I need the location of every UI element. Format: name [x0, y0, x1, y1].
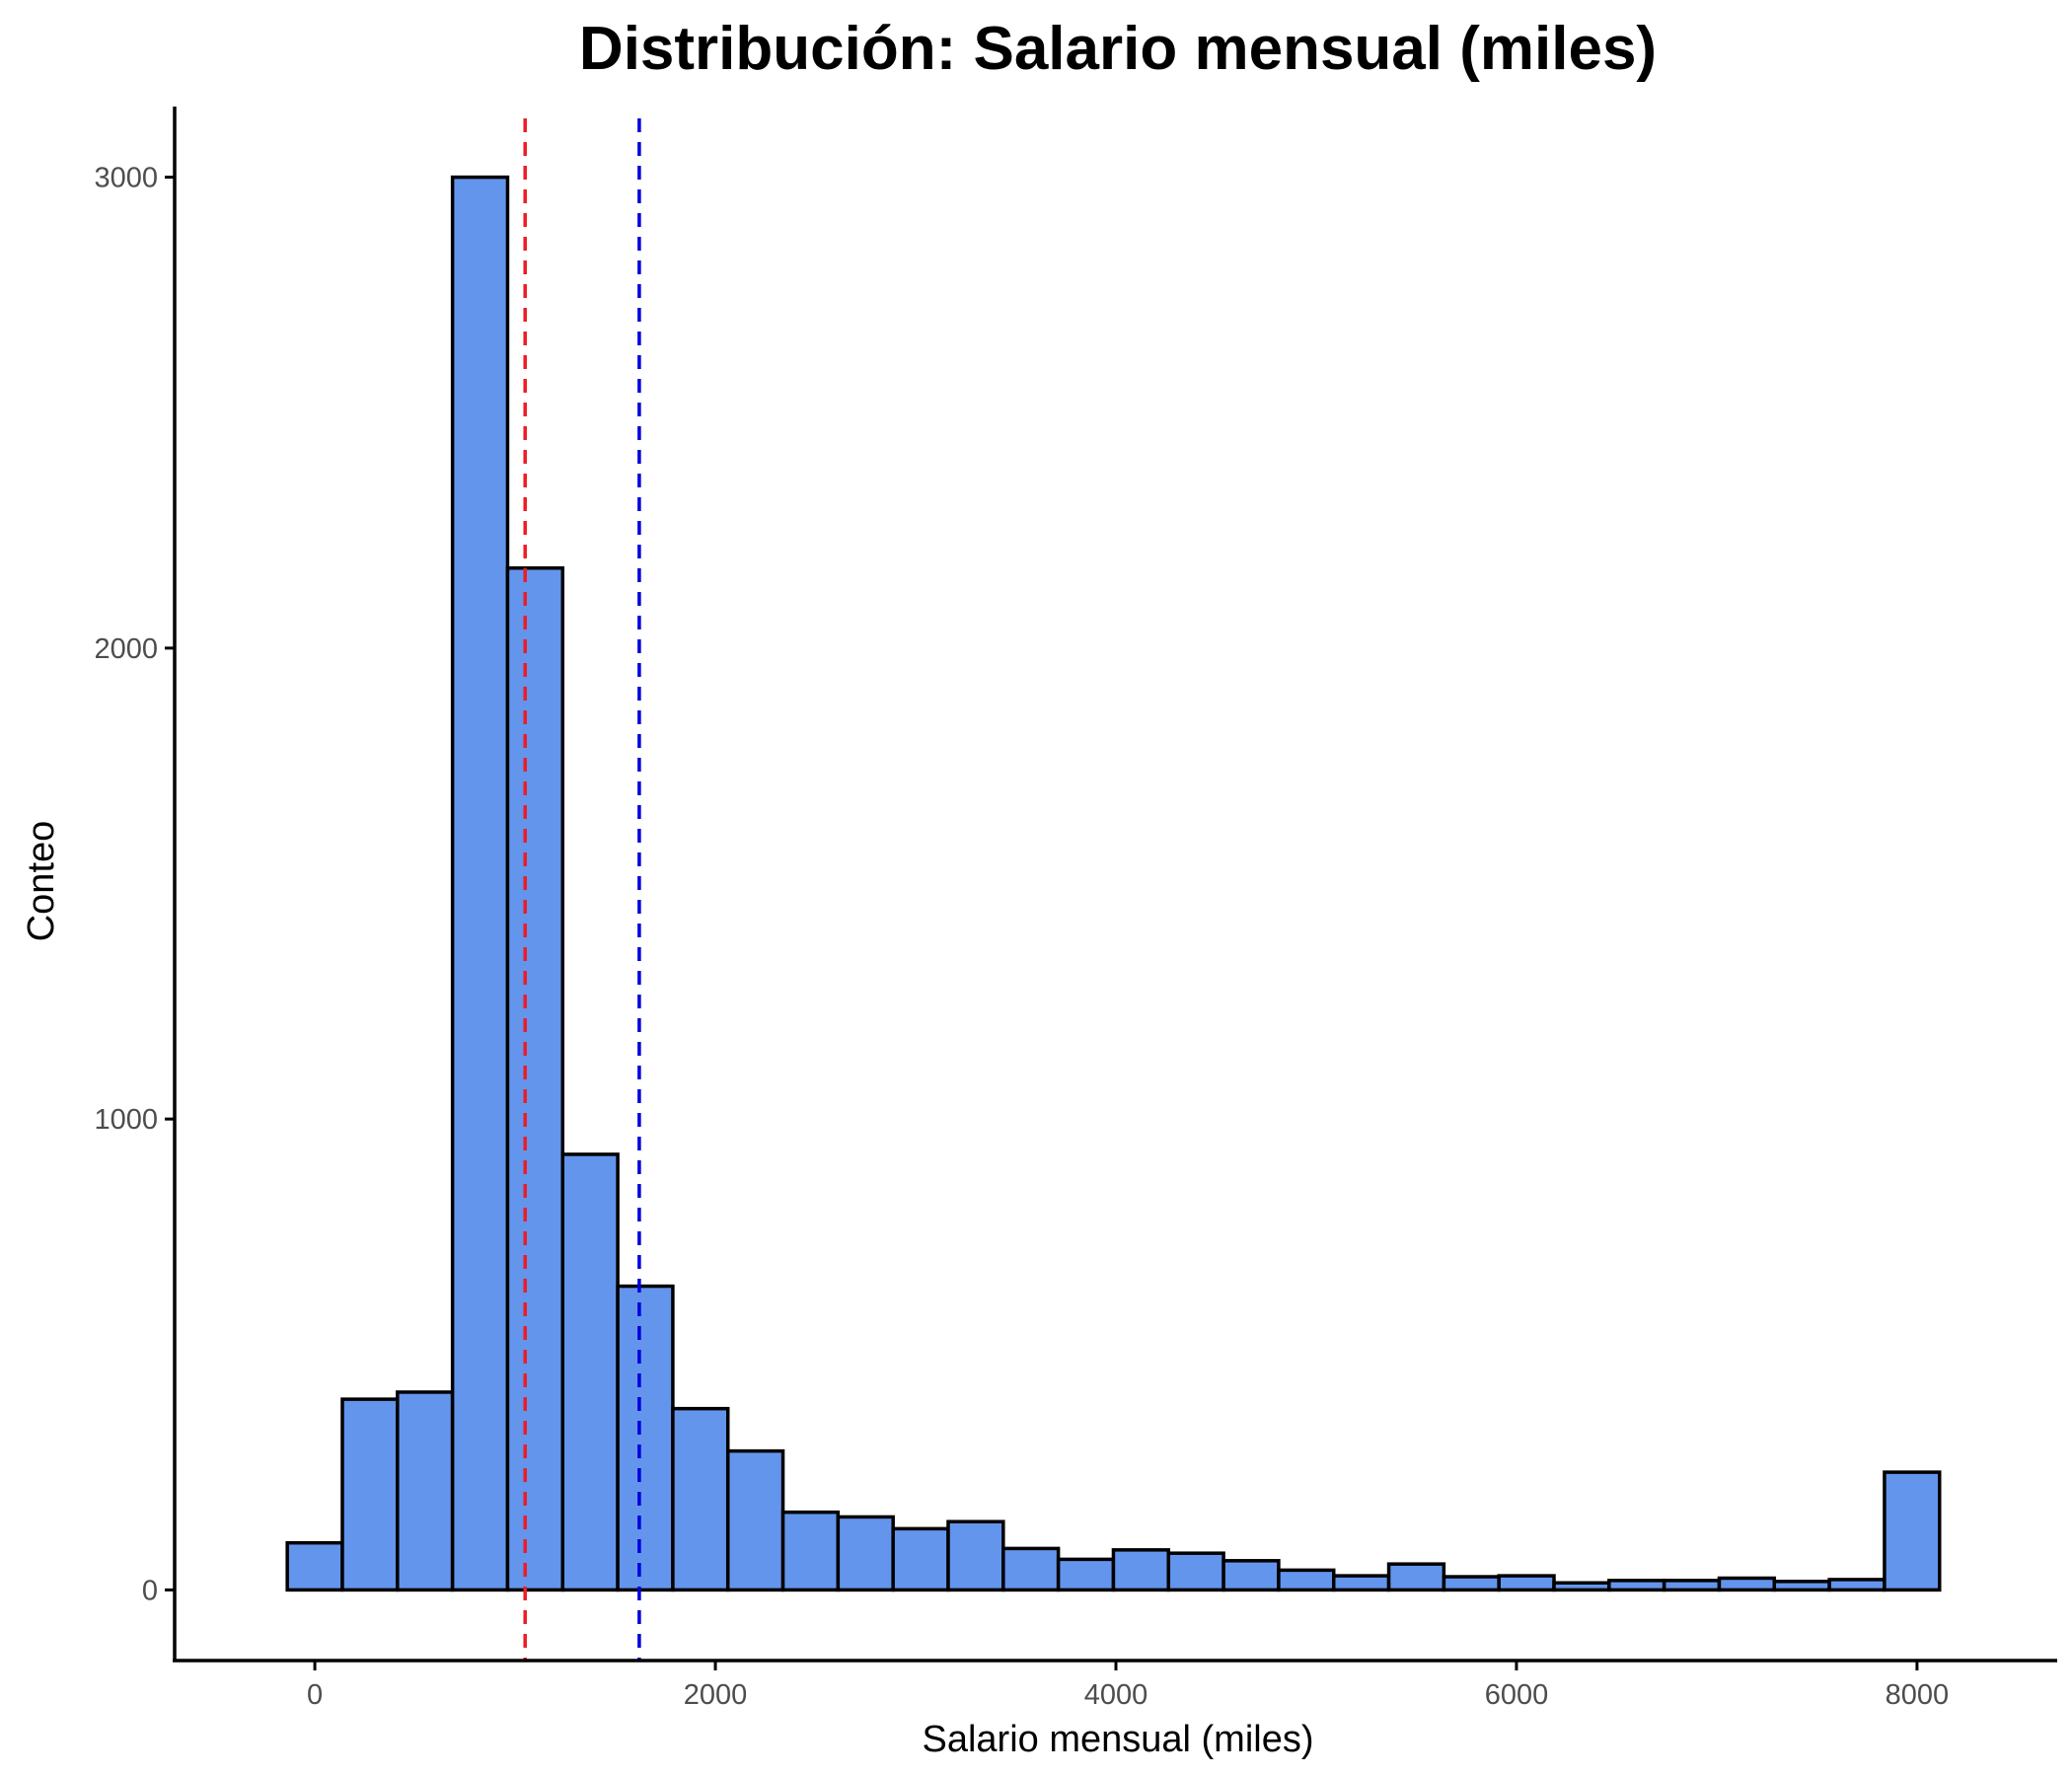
histogram-bar-24 [1552, 1581, 1611, 1592]
x-tick-label-2000: 2000 [684, 1679, 748, 1711]
y-tick-label-3000: 3000 [94, 163, 158, 194]
histogram-bar-16 [1111, 1548, 1171, 1592]
histogram-bar-19 [1277, 1568, 1336, 1592]
histogram-bar-17 [1166, 1551, 1225, 1592]
histogram-bar-25 [1607, 1579, 1666, 1592]
histogram-bar-20 [1331, 1574, 1391, 1592]
histogram-bar-11 [836, 1515, 895, 1592]
histogram-bar-22 [1442, 1575, 1501, 1592]
histogram-bar-21 [1386, 1562, 1446, 1592]
y-tick-label-2000: 2000 [94, 633, 158, 665]
x-axis-ticks: 0 2000 4000 6000 8000 [307, 1661, 1949, 1711]
x-tick-label-6000: 6000 [1485, 1679, 1549, 1711]
histogram-bar-13 [946, 1519, 1005, 1592]
histogram-bar-4 [450, 175, 510, 1592]
reference-lines [523, 118, 641, 1661]
histogram-bar-27 [1717, 1576, 1777, 1592]
histogram-bar-23 [1497, 1574, 1556, 1592]
histogram-bar-8 [671, 1406, 730, 1592]
histogram-bar-15 [1056, 1557, 1116, 1592]
histogram-bar-30 [1883, 1470, 1942, 1592]
histogram-bar-14 [1001, 1546, 1061, 1592]
histogram-bar-18 [1221, 1559, 1281, 1592]
histogram-bar-10 [780, 1510, 841, 1592]
histogram-bars [285, 175, 1942, 1592]
y-axis-label: Conteo [21, 821, 62, 942]
x-tick-label-8000: 8000 [1886, 1679, 1950, 1711]
histogram-bar-1 [285, 1540, 344, 1592]
y-axis-ticks: 0 1000 2000 3000 [94, 163, 175, 1606]
x-tick-label-4000: 4000 [1084, 1679, 1148, 1711]
histogram-bar-9 [725, 1448, 785, 1592]
chart-title: Distribución: Salario mensual (miles) [579, 15, 1657, 83]
histogram-bar-5 [505, 565, 565, 1592]
histogram-bar-12 [891, 1526, 950, 1592]
histogram-bar-7 [616, 1284, 675, 1592]
histogram-bar-26 [1662, 1579, 1722, 1592]
x-tick-label-0: 0 [307, 1679, 323, 1711]
y-tick-label-1000: 1000 [94, 1104, 158, 1136]
x-axis-label: Salario mensual (miles) [922, 1719, 1313, 1760]
histogram-bar-28 [1772, 1580, 1831, 1592]
histogram-bar-29 [1827, 1578, 1887, 1592]
y-tick-label-0: 0 [142, 1575, 158, 1606]
histogram-bar-2 [340, 1397, 400, 1592]
histogram-bar-3 [396, 1390, 455, 1592]
histogram-bar-6 [560, 1152, 620, 1592]
